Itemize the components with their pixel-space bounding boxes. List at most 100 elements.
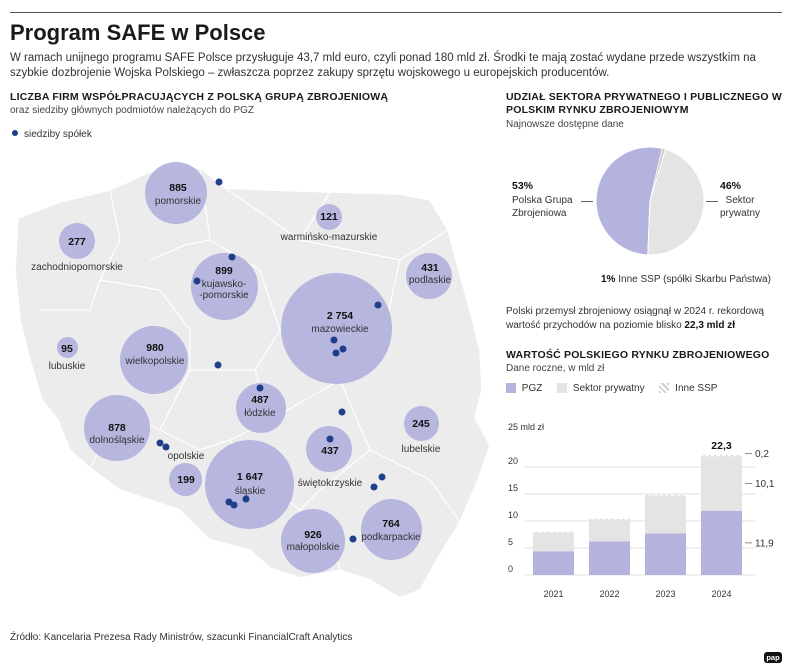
label-zachodniopomorskie: zachodniopomorskie [31, 262, 123, 273]
bubble-pomorskie [145, 162, 207, 224]
bar-segment-private [533, 532, 574, 552]
map-subtitle: oraz siedziby głównych podmiotów należąc… [10, 105, 255, 116]
intro-text: W ramach unijnego programu SAFE Polsce p… [10, 52, 756, 79]
count-podlaskie: 431 [421, 262, 439, 274]
pie-slice-private [647, 148, 705, 256]
bars-title: WARTOŚĆ POLSKIEGO RYNKU ZBROJENIOWEGO [506, 349, 770, 361]
revenue-note-text: Polski przemysł zbrojeniowy osiągnął w 2… [506, 306, 764, 331]
bar-segment-other [533, 531, 574, 533]
bar-segment-pgz [645, 533, 686, 575]
label-kujawsko-pomorskie: kujawsko- -pomorskie [199, 279, 249, 301]
count-warminsko-mazurskie: 121 [320, 211, 338, 223]
company-dot [330, 336, 338, 344]
label-swietokrzyskie: świętokrzyskie [297, 478, 363, 489]
bubble-podlaskie [406, 253, 452, 299]
x-tick-label: 2023 [655, 589, 675, 599]
page-title: Program SAFE w Polsce [10, 20, 266, 45]
company-dot [349, 535, 357, 543]
pie-title: UDZIAŁ SEKTORA PRYWATNEGO I PUBLICZNEGO … [506, 91, 782, 116]
bubble-swietokrzyskie [306, 426, 352, 472]
company-dot [214, 361, 222, 369]
bar-total-label: 22,3 [711, 440, 732, 452]
label-mazowieckie: mazowieckie [311, 324, 369, 335]
revenue-note: Polski przemysł zbrojeniowy osiągnął w 2… [506, 305, 776, 333]
bubble-slaskie [205, 440, 294, 529]
bar-unit-label: 25 mld zł [508, 422, 544, 432]
company-dot [242, 495, 250, 503]
x-tick-label: 2021 [543, 589, 563, 599]
segment-value-label: 10,1 [755, 479, 775, 490]
bar-segment-pgz [589, 541, 630, 575]
bars-subtitle: Dane roczne, w mld zł [506, 363, 605, 374]
bar-segment-private [645, 495, 686, 534]
legend-private-label: Sektor prywatny [572, 383, 645, 394]
company-dot [228, 253, 236, 261]
bar-segment-other [645, 495, 686, 496]
label-warminsko-mazurskie: warmińsko-mazurskie [280, 232, 378, 243]
pie-bottom-text: Inne SSP (spółki Skarbu Państwa) [618, 274, 771, 285]
bar-segment-other [589, 518, 630, 520]
pie-slice-pgz [595, 146, 663, 256]
count-lubuskie: 95 [61, 343, 73, 355]
company-dot [156, 439, 164, 447]
count-slaskie: 1 647 [236, 471, 264, 483]
count-zachodniopomorskie: 277 [68, 236, 86, 248]
bar-segment-private [701, 456, 742, 511]
source-note: Źródło: Kancelaria Prezesa Rady Ministró… [10, 632, 353, 643]
bubble-malopolskie [281, 509, 345, 573]
x-tick-label: 2022 [599, 589, 619, 599]
bar-chart: 25 mld zł 0 5 10 15 20 2021 2022 2023 2024 22,3 0… [508, 422, 775, 599]
bubble-wielkopolskie [120, 326, 188, 394]
company-dot [215, 178, 223, 186]
map-title: LICZBA FIRM WSPÓŁPRACUJĄCYCH Z POLSKĄ GR… [10, 91, 389, 103]
company-dot [332, 349, 340, 357]
label-podlaskie: podlaskie [408, 275, 452, 286]
label-lodzkie: łódzkie [244, 408, 276, 419]
count-opolskie: 199 [177, 474, 195, 486]
label-lubelskie: lubelskie [401, 444, 441, 455]
count-pomorskie: 885 [169, 182, 187, 194]
company-dot [339, 345, 347, 353]
bar-segment-pgz [701, 510, 742, 575]
bubble-warminsko-mazurskie [316, 204, 342, 230]
x-tick-label: 2024 [711, 589, 731, 599]
bar-segment-other [701, 455, 742, 457]
count-wielkopolskie: 980 [146, 342, 164, 354]
y-tick-label: 0 [508, 564, 513, 574]
legend-dot-icon [12, 130, 18, 137]
company-dot [338, 408, 346, 416]
pie-bottom-label: 1% Inne SSP (spółki Skarbu Państwa) [601, 274, 771, 285]
bubble-opolskie [169, 463, 202, 496]
bubble-kujawsko-pomorskie [191, 253, 258, 320]
y-tick-label: 5 [508, 537, 513, 547]
count-lubelskie: 245 [412, 418, 430, 430]
legend-other-swatch [659, 383, 670, 394]
y-tick-label: 15 [508, 483, 518, 493]
label-slaskie: śląskie [234, 486, 266, 497]
label-wielkopolskie: wielkopolskie [125, 356, 185, 367]
poland-map: 885 pomorskie 121 warmińsko-mazurskie 27… [0, 150, 500, 620]
bars-legend: PGZ Sektor prywatny Inne SSP [506, 383, 717, 394]
pap-logo: pap [764, 652, 782, 663]
count-dolnoslaskie: 878 [108, 422, 126, 434]
legend-pgz-label: PGZ [521, 383, 543, 394]
label-malopolskie: małopolskie [286, 542, 340, 553]
count-podkarpackie: 764 [382, 518, 400, 530]
bubble-podkarpackie [361, 499, 422, 560]
company-dot [162, 443, 170, 451]
company-dot [230, 501, 238, 509]
bubble-zachodniopomorskie [59, 223, 95, 259]
map-legend-label: siedziby spółek [24, 129, 92, 140]
bubble-lubuskie [57, 337, 78, 358]
legend-pgz-swatch [506, 383, 516, 394]
pie-right-leader [706, 201, 718, 202]
pie-left-label: Polska Grupa Zbrojeniowa [512, 195, 573, 219]
count-swietokrzyskie: 437 [321, 445, 339, 457]
revenue-note-value: 22,3 mld zł [684, 320, 735, 331]
label-lubuskie: lubuskie [48, 361, 86, 372]
pie-right-pct: 46% [720, 180, 742, 192]
pie-chart [595, 146, 705, 256]
label-pomorskie: pomorskie [154, 196, 202, 207]
bubble-mazowieckie [281, 273, 392, 384]
company-dot [326, 435, 334, 443]
